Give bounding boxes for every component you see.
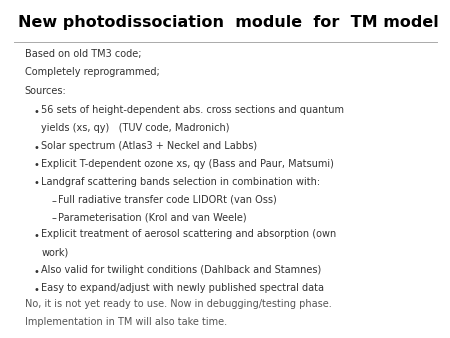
Text: •: • <box>34 178 40 188</box>
Text: 56 sets of height-dependent abs. cross sections and quantum: 56 sets of height-dependent abs. cross s… <box>41 105 344 115</box>
Text: No, it is not yet ready to use. Now in debugging/testing phase.: No, it is not yet ready to use. Now in d… <box>25 299 332 309</box>
Text: •: • <box>34 143 40 152</box>
Text: Solar spectrum (Atlas3 + Neckel and Labbs): Solar spectrum (Atlas3 + Neckel and Labb… <box>41 141 257 151</box>
Text: Easy to expand/adjust with newly published spectral data: Easy to expand/adjust with newly publish… <box>41 283 324 293</box>
Text: yields (xs, qy)   (TUV code, Madronich): yields (xs, qy) (TUV code, Madronich) <box>41 123 230 133</box>
Text: –: – <box>52 213 57 223</box>
Text: –: – <box>52 196 57 206</box>
Text: •: • <box>34 161 40 170</box>
Text: •: • <box>34 267 40 276</box>
Text: Landgraf scattering bands selection in combination with:: Landgraf scattering bands selection in c… <box>41 177 320 187</box>
Text: Full radiative transfer code LIDORt (van Oss): Full radiative transfer code LIDORt (van… <box>58 195 277 205</box>
Text: Also valid for twilight conditions (Dahlback and Stamnes): Also valid for twilight conditions (Dahl… <box>41 265 322 275</box>
Text: Explicit T-dependent ozone xs, qy (Bass and Paur, Matsumi): Explicit T-dependent ozone xs, qy (Bass … <box>41 159 334 169</box>
Text: •: • <box>34 231 40 241</box>
Text: Parameterisation (Krol and van Weele): Parameterisation (Krol and van Weele) <box>58 212 247 222</box>
Text: Completely reprogrammed;: Completely reprogrammed; <box>25 67 159 77</box>
Text: Implementation in TM will also take time.: Implementation in TM will also take time… <box>25 317 227 327</box>
Text: •: • <box>34 285 40 295</box>
Text: Sources:: Sources: <box>25 86 67 96</box>
Text: work): work) <box>41 247 69 257</box>
Text: •: • <box>34 107 40 117</box>
Text: New photodissociation  module  for  TM model: New photodissociation module for TM mode… <box>18 15 439 30</box>
Text: Explicit treatment of aerosol scattering and absorption (own: Explicit treatment of aerosol scattering… <box>41 230 337 239</box>
Text: Based on old TM3 code;: Based on old TM3 code; <box>25 49 141 59</box>
